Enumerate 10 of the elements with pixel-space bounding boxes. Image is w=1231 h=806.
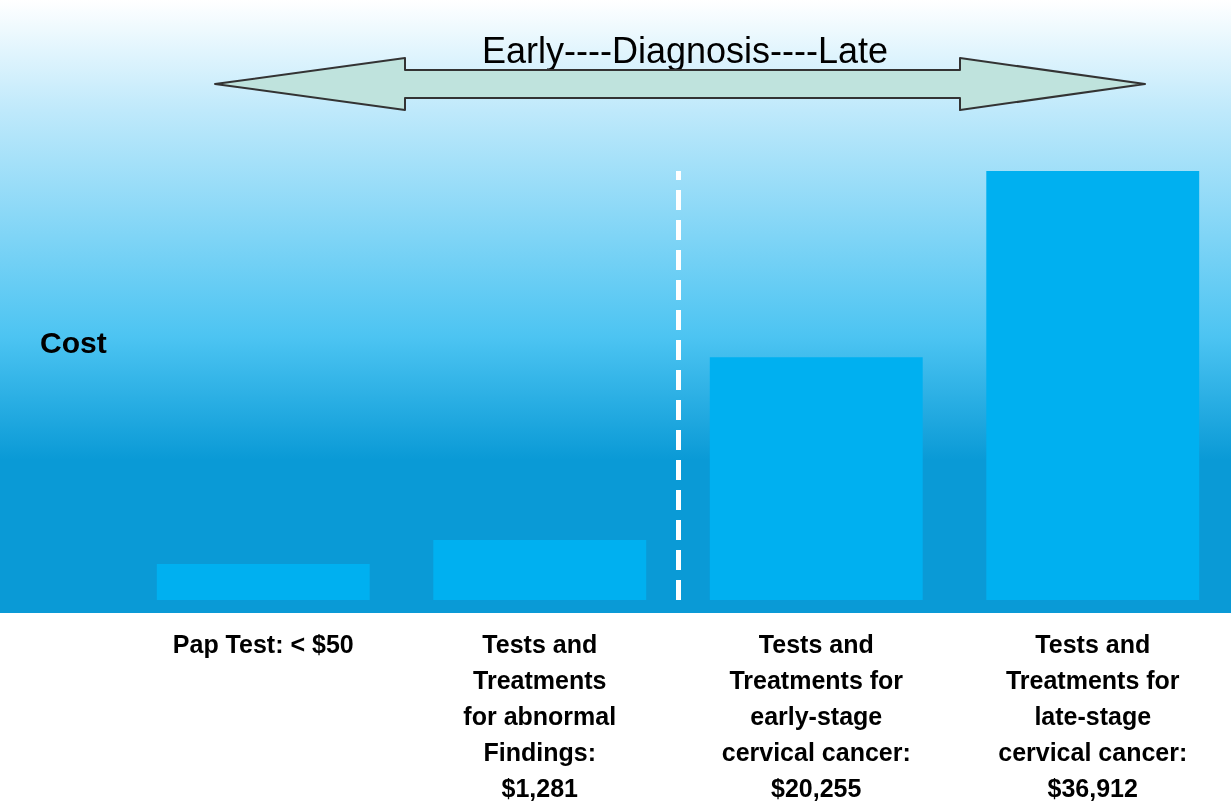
- bar: [433, 539, 647, 600]
- x-tick-label: Pap Test: < $50: [172, 630, 354, 658]
- x-tick-label: Tests and Treatments for late-stage cervical cancer: $36,912: [998, 630, 1188, 802]
- bar: [709, 357, 923, 600]
- x-tick-label: Tests and Treatments for early-stage cervical cancer: $20,255: [721, 630, 911, 802]
- bar: [986, 171, 1200, 600]
- x-tick-label: Tests and Treatments for abnormal Findings: $1,281: [463, 630, 617, 802]
- y-axis-title: Cost: [40, 325, 107, 359]
- text: Early----Diagnosis----Late: [481, 29, 889, 71]
- bar: [156, 563, 370, 600]
